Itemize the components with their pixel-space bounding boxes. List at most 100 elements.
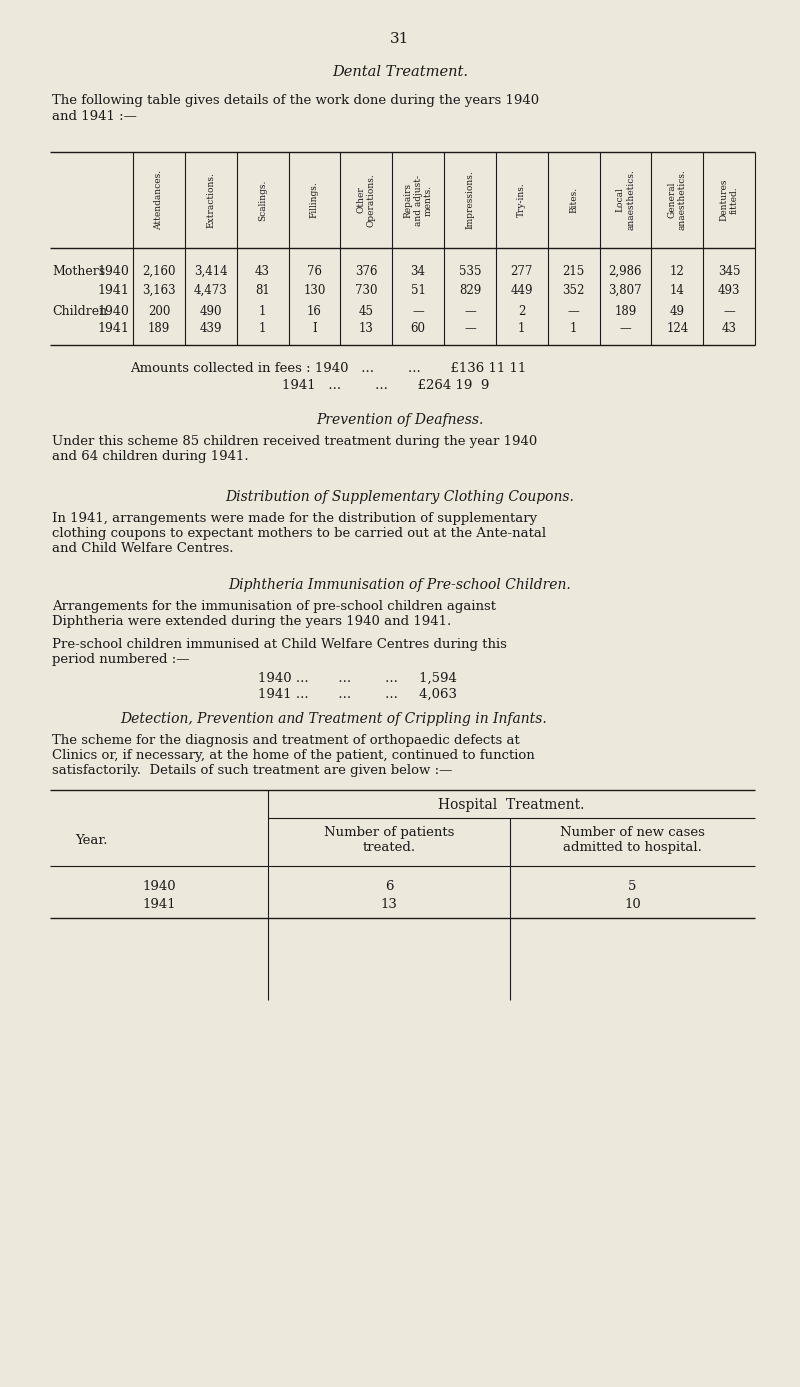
Text: Hospital  Treatment.: Hospital Treatment. bbox=[438, 798, 585, 811]
Text: 493: 493 bbox=[718, 284, 740, 297]
Text: 124: 124 bbox=[666, 322, 688, 336]
Text: 1940: 1940 bbox=[97, 265, 129, 277]
Text: General
anaesthetics.: General anaesthetics. bbox=[667, 169, 687, 230]
Text: Diphtheria Immunisation of Pre-school Children.: Diphtheria Immunisation of Pre-school Ch… bbox=[229, 578, 571, 592]
Text: Number of new cases
admitted to hospital.: Number of new cases admitted to hospital… bbox=[560, 827, 705, 854]
Text: 1941: 1941 bbox=[142, 897, 176, 911]
Text: 6: 6 bbox=[385, 879, 394, 893]
Text: Try-ins.: Try-ins. bbox=[518, 183, 526, 218]
Text: 535: 535 bbox=[458, 265, 481, 277]
Text: and 1941 :—: and 1941 :— bbox=[52, 110, 137, 123]
Text: Detection, Prevention and Treatment of Crippling in Infants.: Detection, Prevention and Treatment of C… bbox=[120, 712, 546, 725]
Text: 3,414: 3,414 bbox=[194, 265, 227, 277]
Text: Repairs
and adjust-
ments.: Repairs and adjust- ments. bbox=[403, 175, 433, 226]
Text: Dentures
fitted.: Dentures fitted. bbox=[719, 179, 738, 222]
Text: 49: 49 bbox=[670, 305, 685, 318]
Text: 189: 189 bbox=[148, 322, 170, 336]
Text: 2,160: 2,160 bbox=[142, 265, 176, 277]
Text: 13: 13 bbox=[359, 322, 374, 336]
Text: 3,807: 3,807 bbox=[609, 284, 642, 297]
Text: Bites.: Bites. bbox=[569, 187, 578, 214]
Text: 829: 829 bbox=[458, 284, 481, 297]
Text: 189: 189 bbox=[614, 305, 637, 318]
Text: 34: 34 bbox=[410, 265, 426, 277]
Text: Dental Treatment.: Dental Treatment. bbox=[332, 65, 468, 79]
Text: 439: 439 bbox=[199, 322, 222, 336]
Text: Children: Children bbox=[52, 305, 107, 318]
Text: Under this scheme 85 children received treatment during the year 1940: Under this scheme 85 children received t… bbox=[52, 436, 538, 448]
Text: 5: 5 bbox=[628, 879, 637, 893]
Text: Mothers: Mothers bbox=[52, 265, 105, 277]
Text: Extractions.: Extractions. bbox=[206, 172, 215, 227]
Text: period numbered :—: period numbered :— bbox=[52, 653, 190, 666]
Text: —: — bbox=[412, 305, 424, 318]
Text: —: — bbox=[619, 322, 631, 336]
Text: 130: 130 bbox=[303, 284, 326, 297]
Text: Distribution of Supplementary Clothing Coupons.: Distribution of Supplementary Clothing C… bbox=[226, 490, 574, 503]
Text: 1941 ...       ...        ...     4,063: 1941 ... ... ... 4,063 bbox=[258, 688, 457, 700]
Text: 376: 376 bbox=[355, 265, 378, 277]
Text: Clinics or, if necessary, at the home of the patient, continued to function: Clinics or, if necessary, at the home of… bbox=[52, 749, 534, 761]
Text: 449: 449 bbox=[510, 284, 533, 297]
Text: clothing coupons to expectant mothers to be carried out at the Ante-natal: clothing coupons to expectant mothers to… bbox=[52, 527, 546, 540]
Text: 490: 490 bbox=[199, 305, 222, 318]
Text: Fillings.: Fillings. bbox=[310, 182, 319, 218]
Text: 16: 16 bbox=[307, 305, 322, 318]
Text: 1941   ...        ...       £264 19  9: 1941 ... ... £264 19 9 bbox=[282, 379, 490, 393]
Text: 12: 12 bbox=[670, 265, 685, 277]
Text: I: I bbox=[312, 322, 317, 336]
Text: 1: 1 bbox=[518, 322, 526, 336]
Text: 4,473: 4,473 bbox=[194, 284, 228, 297]
Text: 81: 81 bbox=[255, 284, 270, 297]
Text: 1940: 1940 bbox=[142, 879, 176, 893]
Text: 200: 200 bbox=[148, 305, 170, 318]
Text: Attendances.: Attendances. bbox=[154, 171, 163, 230]
Text: Year.: Year. bbox=[75, 834, 107, 847]
Text: 215: 215 bbox=[562, 265, 585, 277]
Text: Scalings.: Scalings. bbox=[258, 179, 267, 221]
Text: —: — bbox=[568, 305, 579, 318]
Text: 76: 76 bbox=[307, 265, 322, 277]
Text: 13: 13 bbox=[381, 897, 398, 911]
Text: 730: 730 bbox=[355, 284, 378, 297]
Text: Arrangements for the immunisation of pre-school children against: Arrangements for the immunisation of pre… bbox=[52, 601, 496, 613]
Text: 345: 345 bbox=[718, 265, 740, 277]
Text: 1: 1 bbox=[259, 322, 266, 336]
Text: Amounts collected in fees : 1940   ...        ...       £136 11 11: Amounts collected in fees : 1940 ... ...… bbox=[130, 362, 526, 374]
Text: 1940 ...       ...        ...     1,594: 1940 ... ... ... 1,594 bbox=[258, 671, 457, 685]
Text: —: — bbox=[723, 305, 735, 318]
Text: Local
anaesthetics.: Local anaesthetics. bbox=[616, 169, 635, 230]
Text: Diphtheria were extended during the years 1940 and 1941.: Diphtheria were extended during the year… bbox=[52, 614, 451, 628]
Text: 277: 277 bbox=[510, 265, 533, 277]
Text: 2: 2 bbox=[518, 305, 526, 318]
Text: Other
Operations.: Other Operations. bbox=[357, 173, 376, 227]
Text: and Child Welfare Centres.: and Child Welfare Centres. bbox=[52, 542, 234, 555]
Text: 1941: 1941 bbox=[97, 322, 129, 336]
Text: 43: 43 bbox=[722, 322, 737, 336]
Text: Impressions.: Impressions. bbox=[466, 171, 474, 229]
Text: 1941: 1941 bbox=[97, 284, 129, 297]
Text: Pre-school children immunised at Child Welfare Centres during this: Pre-school children immunised at Child W… bbox=[52, 638, 507, 651]
Text: —: — bbox=[464, 322, 476, 336]
Text: 352: 352 bbox=[562, 284, 585, 297]
Text: Number of patients
treated.: Number of patients treated. bbox=[324, 827, 454, 854]
Text: 1: 1 bbox=[570, 322, 578, 336]
Text: 45: 45 bbox=[358, 305, 374, 318]
Text: Prevention of Deafness.: Prevention of Deafness. bbox=[316, 413, 484, 427]
Text: 51: 51 bbox=[410, 284, 426, 297]
Text: 60: 60 bbox=[410, 322, 426, 336]
Text: 1: 1 bbox=[259, 305, 266, 318]
Text: In 1941, arrangements were made for the distribution of supplementary: In 1941, arrangements were made for the … bbox=[52, 512, 537, 526]
Text: 43: 43 bbox=[255, 265, 270, 277]
Text: and 64 children during 1941.: and 64 children during 1941. bbox=[52, 449, 249, 463]
Text: 2,986: 2,986 bbox=[609, 265, 642, 277]
Text: 10: 10 bbox=[624, 897, 641, 911]
Text: 31: 31 bbox=[390, 32, 410, 46]
Text: 14: 14 bbox=[670, 284, 685, 297]
Text: satisfactorily.  Details of such treatment are given below :—: satisfactorily. Details of such treatmen… bbox=[52, 764, 452, 777]
Text: The scheme for the diagnosis and treatment of orthopaedic defects at: The scheme for the diagnosis and treatme… bbox=[52, 734, 520, 748]
Text: 1940: 1940 bbox=[97, 305, 129, 318]
Text: The following table gives details of the work done during the years 1940: The following table gives details of the… bbox=[52, 94, 539, 107]
Text: 3,163: 3,163 bbox=[142, 284, 176, 297]
Text: —: — bbox=[464, 305, 476, 318]
